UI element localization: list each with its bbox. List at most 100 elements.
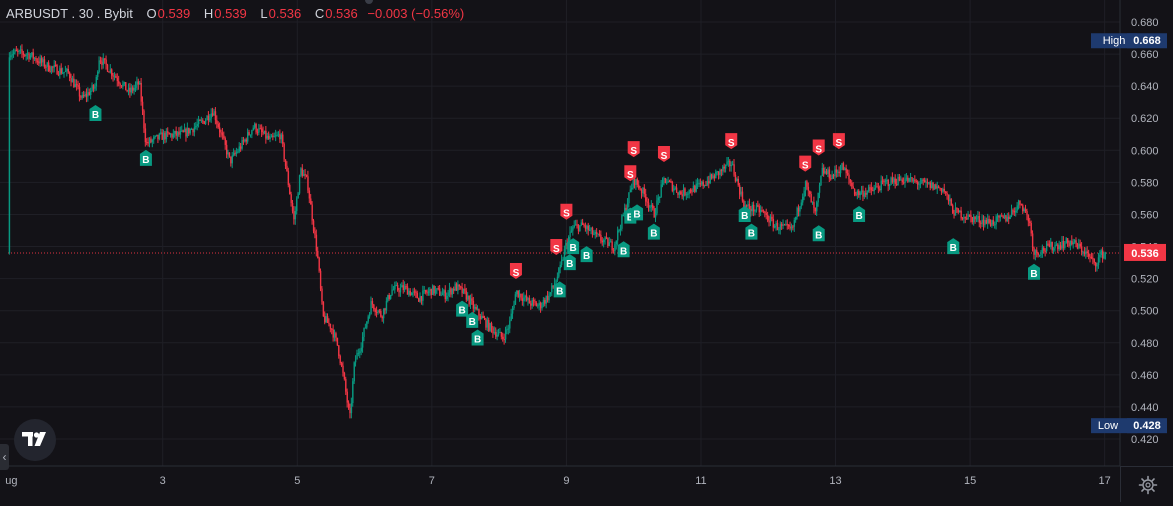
candle-body xyxy=(315,234,318,251)
candle-body xyxy=(169,134,172,136)
candle-body xyxy=(852,186,854,189)
candle-body xyxy=(363,327,365,337)
candle-body xyxy=(992,220,995,225)
candle-body xyxy=(624,207,626,215)
time-axis[interactable]: ug 3 5 7 9 11 13 15 17 xyxy=(5,475,1111,487)
candle-body xyxy=(883,181,885,183)
candle-body xyxy=(664,177,667,184)
candle-body xyxy=(387,295,389,302)
candle-body xyxy=(601,240,604,243)
buy-marker-text: B xyxy=(92,110,99,121)
candle-body xyxy=(356,353,358,360)
price-tick-label: 0.460 xyxy=(1131,370,1159,382)
buy-marker-text: B xyxy=(650,229,657,240)
candle-body xyxy=(510,313,512,321)
candle-body xyxy=(511,308,514,314)
candle-body xyxy=(19,49,22,51)
candle-body xyxy=(729,160,731,167)
candle-body xyxy=(196,124,198,127)
candle-body xyxy=(221,132,224,136)
candle-body xyxy=(258,128,260,133)
candle-body xyxy=(673,188,675,191)
candle-body xyxy=(1058,245,1060,250)
price-axis[interactable]: 0.6800.6600.6400.6200.6000.5800.5600.540… xyxy=(1131,17,1159,446)
candle-body xyxy=(47,62,50,72)
candle-body xyxy=(140,82,142,102)
candle-body xyxy=(255,123,257,133)
candle-body xyxy=(608,242,611,247)
candle-body xyxy=(338,345,340,356)
candle-body xyxy=(317,250,319,258)
candle-body xyxy=(776,222,779,230)
tradingview-logo-icon[interactable] xyxy=(14,419,56,461)
candle-body xyxy=(148,138,151,144)
sell-marker-text: S xyxy=(513,268,520,279)
candle-body xyxy=(939,187,941,189)
candle-body xyxy=(548,294,550,301)
candle-body xyxy=(467,295,469,300)
candle-body xyxy=(504,329,507,340)
candle-body xyxy=(872,190,874,192)
candle-body xyxy=(380,311,382,317)
buy-signal-marker: B xyxy=(647,223,660,240)
candle-body xyxy=(1088,252,1090,257)
candle-body xyxy=(499,332,501,334)
candle-body xyxy=(439,288,441,296)
sell-marker-text: S xyxy=(630,146,637,157)
buy-signal-marker: B xyxy=(567,238,580,255)
candle-body xyxy=(594,231,597,235)
candle-body xyxy=(493,331,496,334)
candle-body xyxy=(1034,250,1037,255)
candle-body xyxy=(722,166,724,172)
candle-body xyxy=(97,71,99,77)
candle-body xyxy=(447,292,449,296)
candle-body xyxy=(395,285,397,287)
candle-body xyxy=(800,202,803,207)
sell-marker-shape xyxy=(657,145,670,162)
candle-body xyxy=(244,139,246,142)
candle-body xyxy=(577,224,580,232)
sell-marker-shape xyxy=(812,139,825,156)
candle-body xyxy=(811,202,814,204)
candle-body xyxy=(50,66,53,72)
buy-marker-text: B xyxy=(570,243,577,254)
buy-marker-text: B xyxy=(620,246,627,257)
candle-body xyxy=(126,90,128,92)
buy-signal-marker: B xyxy=(812,225,825,242)
buy-signal-marker: B xyxy=(738,206,751,223)
candle-body xyxy=(527,298,529,301)
candle-body xyxy=(1071,240,1073,245)
candle-body xyxy=(932,182,934,190)
chevron-left-icon[interactable]: ‹ xyxy=(0,444,9,470)
symbol-title[interactable]: ARBUSDT . 30 . Bybit xyxy=(6,6,133,21)
sell-signal-marker: S xyxy=(812,139,825,156)
candle-body xyxy=(211,113,214,116)
candle-body xyxy=(716,171,718,173)
candle-body xyxy=(726,161,728,165)
candle-body xyxy=(29,55,32,59)
candle-body xyxy=(942,189,944,192)
candle-body xyxy=(908,178,910,182)
candle-body xyxy=(706,181,709,186)
candle-body xyxy=(768,220,770,223)
candle-body xyxy=(748,204,751,209)
top-handle-dot[interactable] xyxy=(365,0,373,4)
candle-body xyxy=(78,87,81,97)
candle-body xyxy=(475,307,477,310)
candle-body xyxy=(426,292,428,294)
candle-body xyxy=(888,185,891,187)
candle-body xyxy=(1024,209,1027,212)
candle-body xyxy=(786,224,789,226)
candle-body xyxy=(584,225,587,229)
buy-marker-shape xyxy=(139,149,152,166)
candle-body xyxy=(902,182,905,184)
candle-body xyxy=(388,295,390,299)
candle-body xyxy=(139,82,141,85)
candle-body xyxy=(629,189,632,193)
buy-signal-marker: B xyxy=(580,246,593,263)
settings-gear-icon[interactable] xyxy=(1120,466,1173,502)
candle-body xyxy=(642,187,644,194)
candle-body xyxy=(556,276,559,281)
